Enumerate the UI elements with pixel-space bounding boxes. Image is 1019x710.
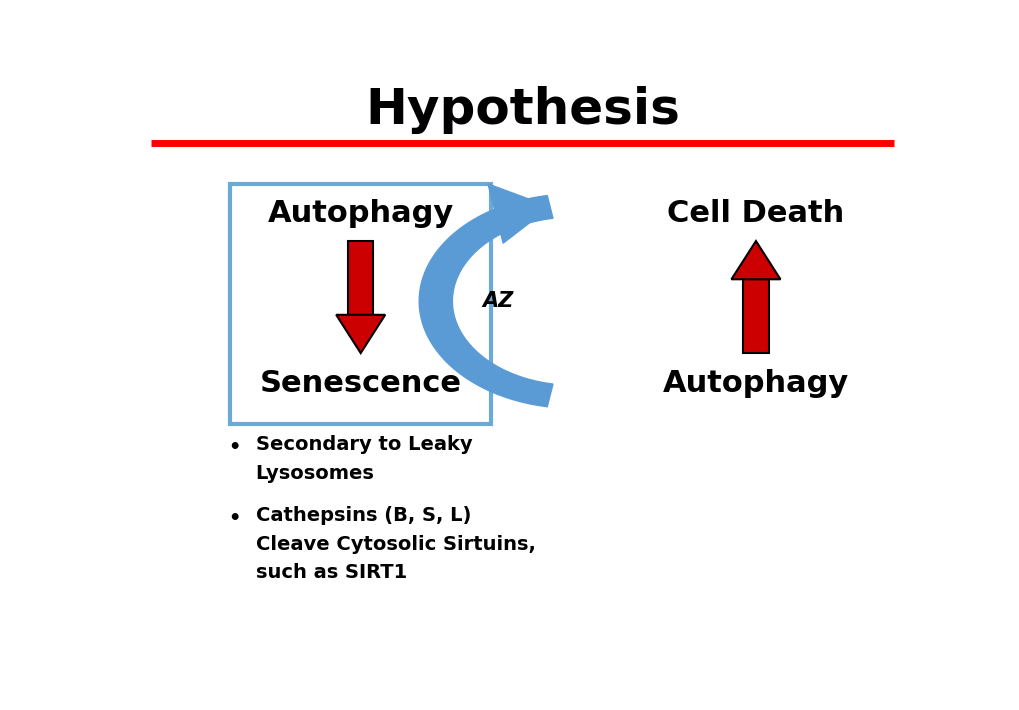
Polygon shape: [336, 315, 385, 353]
Text: Secondary to Leaky: Secondary to Leaky: [256, 435, 472, 454]
Text: Autophagy: Autophagy: [662, 368, 848, 398]
Text: Lysosomes: Lysosomes: [256, 464, 374, 483]
Text: •: •: [228, 438, 240, 457]
Text: Cleave Cytosolic Sirtuins,: Cleave Cytosolic Sirtuins,: [256, 535, 535, 554]
Polygon shape: [731, 241, 780, 279]
Text: such as SIRT1: such as SIRT1: [256, 563, 407, 582]
Polygon shape: [743, 279, 768, 353]
Text: Hypothesis: Hypothesis: [365, 86, 680, 133]
Text: Cell Death: Cell Death: [666, 200, 844, 228]
Text: AZ: AZ: [482, 291, 514, 311]
Text: Senescence: Senescence: [260, 368, 462, 398]
Polygon shape: [347, 241, 373, 315]
Text: Cathepsins (B, S, L): Cathepsins (B, S, L): [256, 506, 471, 525]
Polygon shape: [419, 196, 552, 407]
Text: Autophagy: Autophagy: [267, 200, 453, 228]
Polygon shape: [487, 184, 549, 244]
FancyBboxPatch shape: [230, 184, 491, 424]
Text: •: •: [228, 509, 240, 528]
